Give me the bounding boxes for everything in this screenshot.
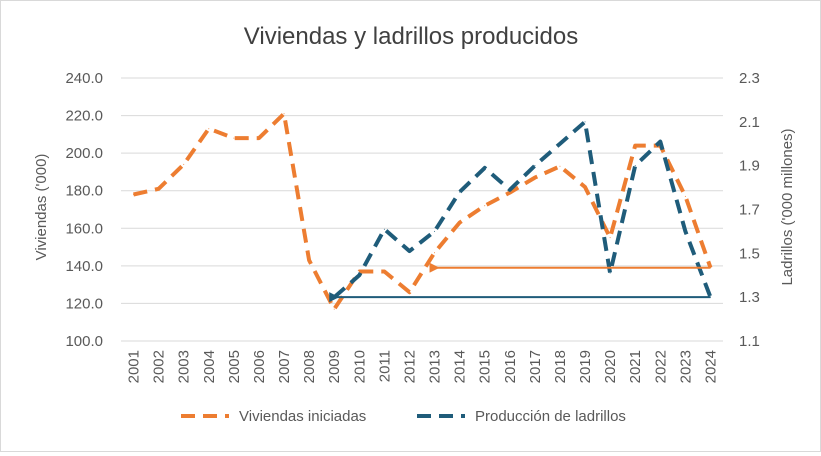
y-left-tick-label: 200.0: [65, 145, 103, 162]
legend-label: Producción de ladrillos: [475, 408, 626, 425]
data-point: [634, 145, 636, 147]
y-right-tick-label: 2.1: [739, 114, 760, 131]
data-point: [559, 143, 561, 145]
x-tick-label: 2021: [627, 350, 644, 383]
y-left-axis-label: Viviendas ('000): [33, 154, 50, 261]
x-tick-label: 2016: [502, 350, 519, 383]
y-left-tick-label: 180.0: [65, 183, 103, 200]
data-point: [383, 270, 385, 272]
data-point: [258, 137, 260, 139]
data-point: [609, 237, 611, 239]
x-tick-label: 2022: [652, 350, 669, 383]
data-point: [208, 128, 210, 130]
data-point: [233, 137, 235, 139]
x-tick-label: 2012: [401, 350, 418, 383]
legend: Viviendas iniciadas Producción de ladrill…: [181, 408, 626, 425]
x-tick-label: 2001: [126, 350, 143, 383]
data-point: [484, 205, 486, 207]
legend-label: Viviendas iniciadas: [239, 408, 366, 425]
data-point: [459, 222, 461, 224]
y-right-tick-label: 1.5: [739, 245, 760, 262]
series-line-viviendas: [133, 111, 713, 312]
x-tick-label: 2020: [602, 350, 619, 383]
y-left-tick-label: 240.0: [65, 70, 103, 87]
x-tick-label: 2013: [427, 350, 444, 383]
data-point: [534, 165, 536, 167]
y-left-tick-label: 160.0: [65, 220, 103, 237]
x-tick-label: 2019: [577, 350, 594, 383]
data-point: [434, 230, 436, 232]
x-tick-label: 2007: [276, 350, 293, 383]
data-point: [684, 195, 686, 197]
x-tick-label: 2004: [201, 350, 218, 383]
data-point: [333, 308, 335, 310]
y-right-tick-label: 1.1: [739, 333, 760, 350]
data-point: [584, 121, 586, 123]
y-right-tick-label: 1.9: [739, 158, 760, 175]
data-point: [634, 165, 636, 167]
data-point: [383, 228, 385, 230]
x-tick-label: 2024: [702, 350, 719, 383]
data-point: [408, 250, 410, 252]
y-left-tick-label: 140.0: [65, 258, 103, 275]
data-point: [684, 230, 686, 232]
data-point: [484, 167, 486, 169]
y-right-tick-label: 1.7: [739, 202, 760, 219]
y-right-tick-label: 1.3: [739, 289, 760, 306]
chart-title: Viviendas y ladrillos producidos: [244, 23, 578, 50]
x-tick-label: 2002: [151, 350, 168, 383]
x-tick-label: 2018: [552, 350, 569, 383]
data-point: [459, 191, 461, 193]
data-point: [584, 186, 586, 188]
y-right-tick-label: 2.3: [739, 70, 760, 87]
data-point: [408, 291, 410, 293]
x-tick-label: 2003: [176, 350, 193, 383]
data-point: [133, 193, 135, 195]
data-point: [534, 177, 536, 179]
x-tick-label: 2023: [677, 350, 694, 383]
y-right-axis-label: Ladrillos ('000 millones): [779, 128, 796, 285]
data-point: [509, 192, 511, 194]
data-point: [358, 270, 360, 272]
data-point: [283, 113, 285, 115]
y-left-tick-label: 220.0: [65, 108, 103, 125]
x-tick-label: 2017: [527, 350, 544, 383]
x-tick-label: 2008: [301, 350, 318, 383]
data-point: [559, 165, 561, 167]
data-point: [308, 259, 310, 261]
data-point: [358, 274, 360, 276]
x-tick-label: 2014: [452, 350, 469, 383]
data-point: [434, 252, 436, 254]
x-tick-label: 2006: [251, 350, 268, 383]
data-point: [509, 189, 511, 191]
x-tick-label: 2009: [326, 350, 343, 383]
y-left-tick-label: 100.0: [65, 333, 103, 350]
y-left-tick-label: 120.0: [65, 295, 103, 312]
data-point: [183, 163, 185, 165]
series-line-ladrillos: [332, 119, 713, 299]
x-tick-label: 2011: [376, 350, 393, 382]
data-point: [158, 188, 160, 190]
data-point: [659, 141, 661, 143]
data-point: [609, 272, 611, 274]
x-tick-label: 2015: [477, 350, 494, 383]
x-tick-label: 2010: [351, 350, 368, 383]
x-tick-label: 2005: [226, 350, 243, 383]
